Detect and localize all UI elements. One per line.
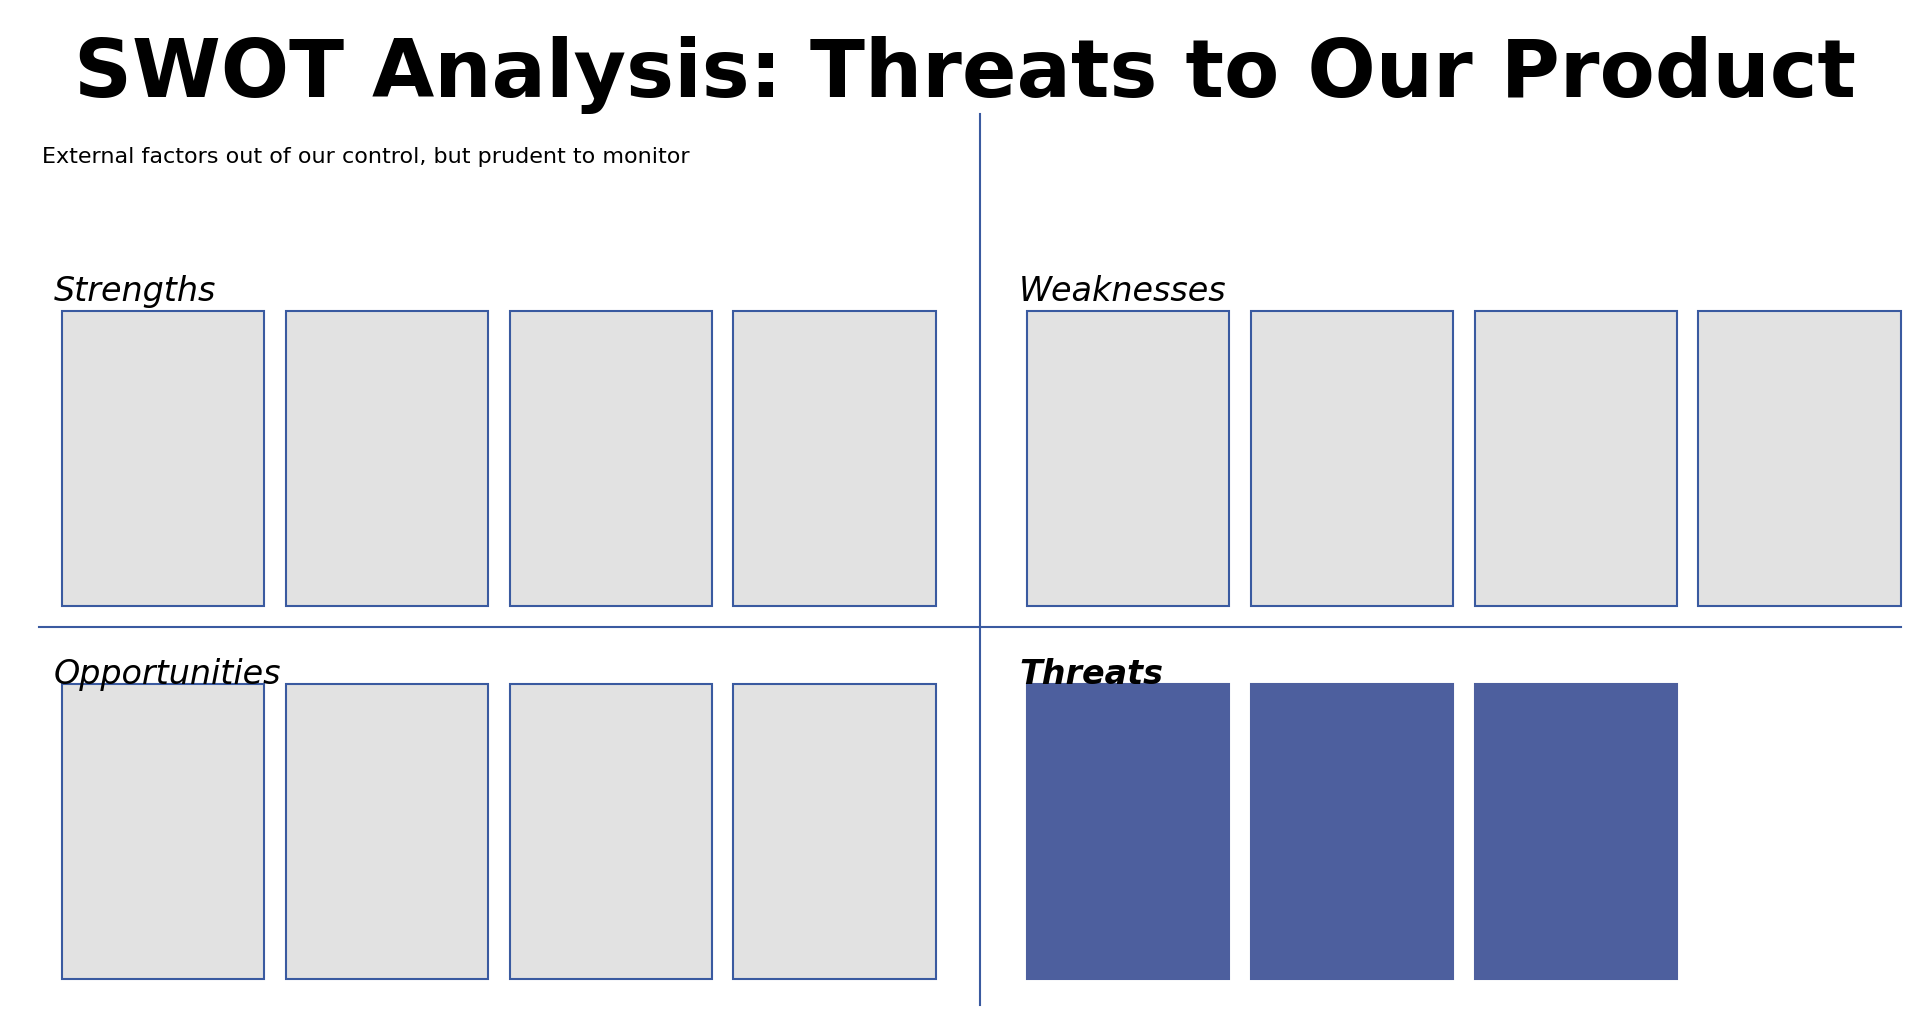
Bar (286, 684, 488, 979)
Bar (62, 311, 264, 606)
Bar (733, 684, 936, 979)
Bar (1698, 311, 1901, 606)
Text: SWOT Analysis: Threats to Our Product: SWOT Analysis: Threats to Our Product (73, 36, 1857, 114)
Bar (286, 311, 488, 606)
Bar (510, 684, 712, 979)
Text: Threats: Threats (1019, 658, 1164, 691)
Bar (510, 311, 712, 606)
Bar (1027, 311, 1229, 606)
Bar (1475, 684, 1677, 979)
Bar (1251, 684, 1453, 979)
Bar (62, 684, 264, 979)
Text: Strengths: Strengths (54, 275, 216, 308)
Text: External factors out of our control, but prudent to monitor: External factors out of our control, but… (42, 147, 691, 167)
Text: Opportunities: Opportunities (54, 658, 282, 691)
Bar (1475, 311, 1677, 606)
Bar (1251, 311, 1453, 606)
Text: Weaknesses: Weaknesses (1019, 275, 1227, 308)
Bar (1027, 684, 1229, 979)
Bar (733, 311, 936, 606)
